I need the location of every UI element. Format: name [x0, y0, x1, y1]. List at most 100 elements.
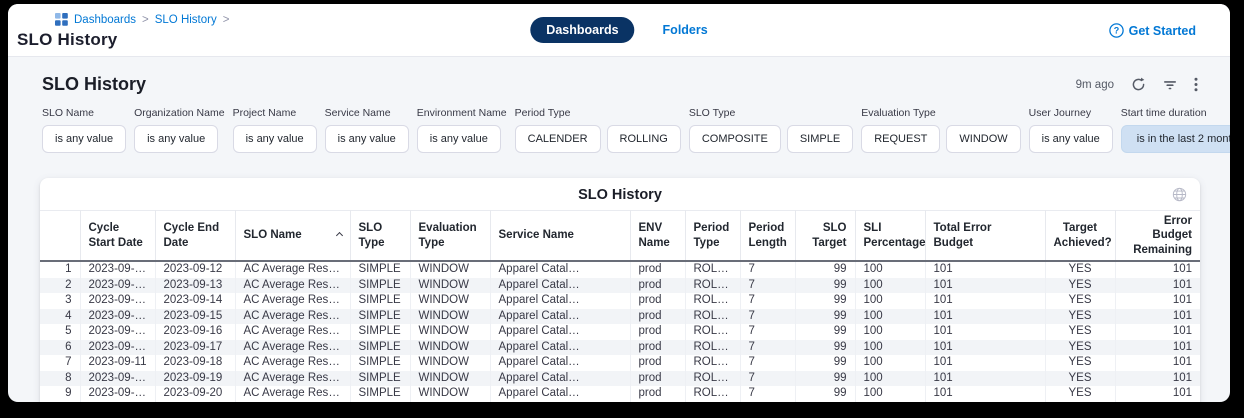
filter-chip[interactable]: is any value [134, 125, 219, 153]
table-cell: 101 [925, 370, 1046, 387]
breadcrumb-link-slo-history[interactable]: SLO History [154, 13, 217, 26]
get-started-button[interactable]: ? Get Started [1108, 23, 1196, 38]
tab-folders[interactable]: Folders [662, 23, 708, 37]
column-header[interactable]: ENV Name [630, 210, 686, 263]
filter-label: Evaluation Type [861, 107, 936, 119]
last-refresh-label: 9m ago [1075, 78, 1114, 91]
column-header[interactable]: Evaluation Type [410, 210, 491, 263]
column-header-label: ENV Name [638, 222, 670, 249]
table-cell: 2023-09-11 [80, 355, 156, 371]
table-cell: SIMPLE [350, 261, 411, 278]
table-cell: 100 [855, 339, 926, 356]
column-header[interactable]: Total Error Budget [925, 210, 1046, 263]
filter-chip[interactable]: REQUEST [861, 125, 941, 153]
column-header[interactable]: SLO Target [795, 210, 856, 263]
filter-chip[interactable]: ROLLING [606, 125, 681, 153]
filter-chip[interactable]: is in the last 2 months [1120, 125, 1230, 153]
table-cell: SIMPLE [350, 293, 411, 309]
table-cell: 99 [795, 277, 856, 294]
filter-chip[interactable]: COMPOSITE [688, 125, 781, 153]
table-cell: 99 [795, 370, 856, 387]
table-cell: 2023-09-15 [155, 308, 236, 325]
table-cell: 100 [855, 277, 926, 294]
table-cell: SIMPLE [350, 386, 411, 402]
column-header[interactable]: Service Name [490, 210, 631, 263]
table-cell: 2023-09-20 [155, 386, 236, 402]
table-cell: AC Average Response Time [235, 355, 351, 371]
table-cell: 2023-09-14 [155, 293, 236, 309]
row-number: 6 [40, 339, 81, 356]
table-cell: 101 [1172, 340, 1192, 353]
filter-bar: SLO Name is any value Organization Name is … [8, 95, 1230, 153]
row-number: 1 [40, 261, 81, 278]
table-cell: 101 [925, 324, 1046, 340]
breadcrumb-separator: > [222, 13, 230, 26]
table-cell: YES [1045, 339, 1116, 356]
table-cell: Apparel Catal… [490, 370, 631, 387]
table-cell: AC Average Response Time [235, 339, 351, 356]
filter-chip[interactable]: is any value [1028, 125, 1113, 153]
table-header-row: Cycle Start Date Cycle End Date SLO Name SL… [40, 210, 1200, 263]
filter-chip[interactable]: CALENDER [514, 125, 601, 153]
filter-label: Organization Name [134, 107, 225, 119]
filter-chip[interactable]: is any value [416, 125, 501, 153]
filter-chip[interactable]: is any value [324, 125, 409, 153]
filter-group: Project Name is any value [232, 107, 317, 153]
table-cell: 2023-09-18 [155, 355, 236, 371]
table-cell: 100 [855, 308, 926, 325]
table-cell: 100 [855, 386, 926, 402]
table-cell: ROLLING [685, 339, 741, 356]
table-cell: 99 [795, 355, 856, 371]
table-cell: 2023-09-16 [155, 324, 236, 340]
column-header-label: Period Length [748, 222, 787, 249]
table-cell: prod [630, 386, 686, 402]
filter-group: Evaluation Type REQUEST WINDOW [861, 107, 1021, 153]
table-cell: Apparel Catal… [490, 355, 631, 371]
table-cell: 2023-09-12 [155, 261, 236, 278]
column-header[interactable]: SLO Type [350, 210, 411, 263]
column-header[interactable]: Period Length [740, 210, 796, 263]
filter-group: Environment Name is any value [416, 107, 507, 153]
column-header[interactable]: Period Type [685, 210, 741, 263]
column-header[interactable]: Error Budget Remaining [1115, 210, 1200, 263]
globe-icon[interactable] [1172, 187, 1187, 207]
filter-chip[interactable]: SIMPLE [786, 125, 854, 153]
row-number: 3 [40, 293, 81, 309]
tab-dashboards[interactable]: Dashboards [530, 17, 635, 43]
table-cell: Apparel Catal… [490, 277, 631, 294]
filter-icon[interactable] [1163, 78, 1177, 91]
table-cell: ROLLING [685, 261, 741, 278]
kebab-menu-icon[interactable] [1194, 77, 1198, 92]
row-number-header[interactable] [40, 210, 81, 263]
row-number: 9 [40, 386, 81, 402]
column-header[interactable]: SLO Name [235, 210, 351, 263]
table-cell: 7 [740, 308, 796, 325]
column-header[interactable]: SLI Percentage [855, 210, 926, 263]
table-cell: prod [630, 293, 686, 309]
column-header-label: Service Name [498, 229, 574, 242]
top-tabs: Dashboards Folders [530, 17, 708, 43]
filter-chip[interactable]: WINDOW [946, 125, 1021, 153]
table-cell: 101 [1172, 387, 1192, 400]
table-cell: Apparel Catal… [490, 293, 631, 309]
filter-chip[interactable]: is any value [42, 125, 127, 153]
column-header[interactable]: Cycle End Date [155, 210, 236, 263]
table-cell: AC Average Response Time [235, 308, 351, 325]
table-cell: 2023-09-17 [155, 339, 236, 356]
column-header[interactable]: Cycle Start Date [80, 210, 156, 263]
breadcrumb-link-dashboards[interactable]: Dashboards [74, 13, 137, 26]
filter-label: SLO Name [42, 107, 94, 119]
table-cell: WINDOW [410, 355, 491, 371]
column-header[interactable]: Target Achieved? [1045, 210, 1116, 263]
table-cell: 7 [740, 355, 796, 371]
table-cell: 101 [925, 261, 1046, 278]
column-header-label: Cycle Start Date [88, 222, 143, 249]
table-cell: YES [1045, 261, 1116, 278]
refresh-icon[interactable] [1131, 77, 1146, 92]
table-cell: prod [630, 324, 686, 340]
top-bar: Dashboards > SLO History > SLO History D… [8, 4, 1230, 57]
filter-chip[interactable]: is any value [232, 125, 317, 153]
